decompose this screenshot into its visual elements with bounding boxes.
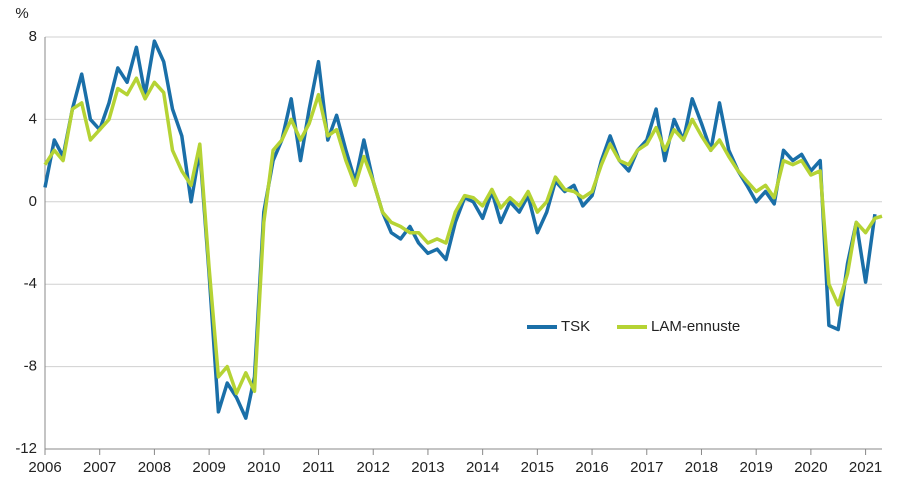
x-tick-label: 2020 (794, 459, 827, 476)
y-tick-label: -4 (24, 275, 37, 292)
x-tick-label: 2013 (411, 459, 444, 476)
legend-label: LAM-ennuste (651, 318, 740, 335)
x-tick-label: 2007 (83, 459, 116, 476)
x-tick-label: 2018 (685, 459, 718, 476)
x-tick-label: 2008 (138, 459, 171, 476)
x-tick-label: 2021 (849, 459, 882, 476)
y-tick-label: 8 (29, 28, 37, 45)
x-tick-label: 2014 (466, 459, 499, 476)
x-tick-label: 2010 (247, 459, 280, 476)
x-tick-label: 2016 (575, 459, 608, 476)
y-axis-label: % (15, 5, 28, 22)
x-tick-label: 2009 (192, 459, 225, 476)
y-tick-label: -12 (15, 440, 37, 457)
x-tick-label: 2012 (357, 459, 390, 476)
y-tick-label: -8 (24, 358, 37, 375)
y-tick-label: 4 (29, 110, 37, 127)
y-tick-label: 0 (29, 193, 37, 210)
x-tick-label: 2015 (521, 459, 554, 476)
line-series (43, 39, 877, 420)
x-tick-label: 2019 (739, 459, 772, 476)
x-tick-label: 2011 (302, 459, 334, 476)
x-tick-label: 2017 (630, 459, 663, 476)
x-tick-label: 2006 (28, 459, 61, 476)
line-series (43, 76, 883, 396)
legend-label: TSK (561, 318, 590, 335)
